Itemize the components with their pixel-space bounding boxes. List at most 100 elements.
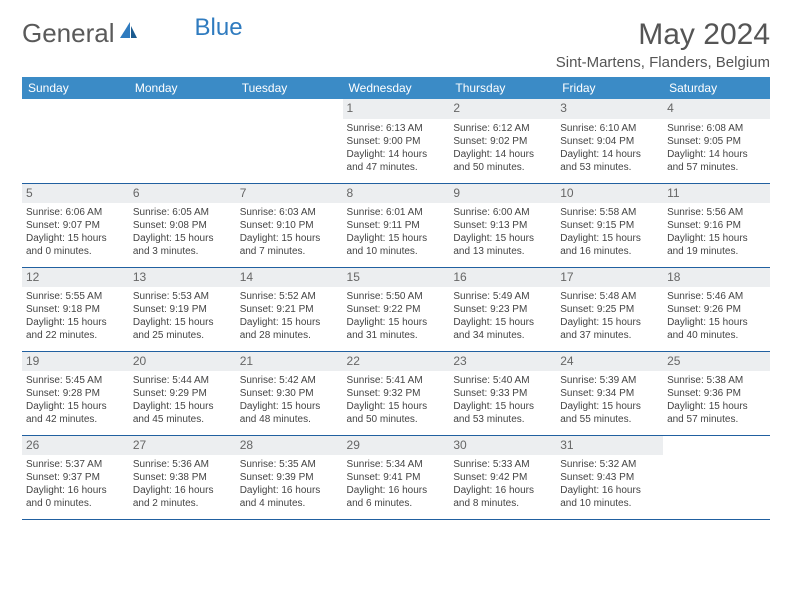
day-number: 24	[556, 352, 663, 372]
calendar-cell: 12Sunrise: 5:55 AMSunset: 9:18 PMDayligh…	[22, 267, 129, 351]
sunrise-text: Sunrise: 5:39 AM	[560, 374, 659, 387]
sunset-text: Sunset: 9:38 PM	[133, 471, 232, 484]
daylight-text: Daylight: 14 hours and 47 minutes.	[347, 148, 446, 174]
calendar-cell: 23Sunrise: 5:40 AMSunset: 9:33 PMDayligh…	[449, 351, 556, 435]
page-header: General Blue May 2024 Sint-Martens, Flan…	[22, 18, 770, 71]
sunset-text: Sunset: 9:02 PM	[453, 135, 552, 148]
calendar-cell: 20Sunrise: 5:44 AMSunset: 9:29 PMDayligh…	[129, 351, 236, 435]
sunrise-text: Sunrise: 6:01 AM	[347, 206, 446, 219]
calendar-cell: 26Sunrise: 5:37 AMSunset: 9:37 PMDayligh…	[22, 435, 129, 519]
daylight-text: Daylight: 15 hours and 10 minutes.	[347, 232, 446, 258]
daylight-text: Daylight: 14 hours and 53 minutes.	[560, 148, 659, 174]
sunrise-text: Sunrise: 6:08 AM	[667, 122, 766, 135]
day-number: 2	[449, 99, 556, 119]
calendar-cell: 25Sunrise: 5:38 AMSunset: 9:36 PMDayligh…	[663, 351, 770, 435]
daylight-text: Daylight: 15 hours and 19 minutes.	[667, 232, 766, 258]
sunrise-text: Sunrise: 5:46 AM	[667, 290, 766, 303]
day-number: 12	[22, 268, 129, 288]
calendar-cell: 1Sunrise: 6:13 AMSunset: 9:00 PMDaylight…	[343, 99, 450, 183]
day-number: 7	[236, 184, 343, 204]
daylight-text: Daylight: 16 hours and 6 minutes.	[347, 484, 446, 510]
sunrise-text: Sunrise: 5:56 AM	[667, 206, 766, 219]
daylight-text: Daylight: 15 hours and 42 minutes.	[26, 400, 125, 426]
calendar-cell: 29Sunrise: 5:34 AMSunset: 9:41 PMDayligh…	[343, 435, 450, 519]
calendar-cell: 17Sunrise: 5:48 AMSunset: 9:25 PMDayligh…	[556, 267, 663, 351]
daylight-text: Daylight: 15 hours and 28 minutes.	[240, 316, 339, 342]
day-number: 22	[343, 352, 450, 372]
calendar-cell: 11Sunrise: 5:56 AMSunset: 9:16 PMDayligh…	[663, 183, 770, 267]
logo: General Blue	[22, 18, 243, 49]
day-number: 3	[556, 99, 663, 119]
day-number: 31	[556, 436, 663, 456]
day-number: 25	[663, 352, 770, 372]
weekday-header: Tuesday	[236, 77, 343, 99]
daylight-text: Daylight: 15 hours and 31 minutes.	[347, 316, 446, 342]
sunrise-text: Sunrise: 5:52 AM	[240, 290, 339, 303]
sunset-text: Sunset: 9:36 PM	[667, 387, 766, 400]
sunset-text: Sunset: 9:11 PM	[347, 219, 446, 232]
sunset-text: Sunset: 9:41 PM	[347, 471, 446, 484]
sunset-text: Sunset: 9:34 PM	[560, 387, 659, 400]
calendar-cell: 13Sunrise: 5:53 AMSunset: 9:19 PMDayligh…	[129, 267, 236, 351]
sunset-text: Sunset: 9:13 PM	[453, 219, 552, 232]
daylight-text: Daylight: 15 hours and 13 minutes.	[453, 232, 552, 258]
daylight-text: Daylight: 15 hours and 48 minutes.	[240, 400, 339, 426]
daylight-text: Daylight: 15 hours and 45 minutes.	[133, 400, 232, 426]
calendar-cell: 3Sunrise: 6:10 AMSunset: 9:04 PMDaylight…	[556, 99, 663, 183]
sunrise-text: Sunrise: 5:50 AM	[347, 290, 446, 303]
calendar-table: Sunday Monday Tuesday Wednesday Thursday…	[22, 77, 770, 520]
calendar-cell: 16Sunrise: 5:49 AMSunset: 9:23 PMDayligh…	[449, 267, 556, 351]
daylight-text: Daylight: 15 hours and 55 minutes.	[560, 400, 659, 426]
daylight-text: Daylight: 15 hours and 0 minutes.	[26, 232, 125, 258]
calendar-cell: 15 Sunrise: 5:50 AMSunset: 9:22 PMDayligh…	[343, 267, 450, 351]
calendar-cell: 7Sunrise: 6:03 AMSunset: 9:10 PMDaylight…	[236, 183, 343, 267]
calendar-cell	[129, 99, 236, 183]
day-number: 26	[22, 436, 129, 456]
sunrise-text: Sunrise: 5:35 AM	[240, 458, 339, 471]
calendar-cell: 2Sunrise: 6:12 AMSunset: 9:02 PMDaylight…	[449, 99, 556, 183]
weekday-header: Saturday	[663, 77, 770, 99]
sunset-text: Sunset: 9:10 PM	[240, 219, 339, 232]
sunset-text: Sunset: 9:39 PM	[240, 471, 339, 484]
sunset-text: Sunset: 9:42 PM	[453, 471, 552, 484]
calendar-cell: 8Sunrise: 6:01 AMSunset: 9:11 PMDaylight…	[343, 183, 450, 267]
sunrise-text: Sunrise: 5:53 AM	[133, 290, 232, 303]
calendar-week-row: 5Sunrise: 6:06 AMSunset: 9:07 PMDaylight…	[22, 183, 770, 267]
calendar-week-row: 12Sunrise: 5:55 AMSunset: 9:18 PMDayligh…	[22, 267, 770, 351]
sunrise-text: Sunrise: 5:34 AM	[347, 458, 446, 471]
daylight-text: Daylight: 15 hours and 7 minutes.	[240, 232, 339, 258]
weekday-header-row: Sunday Monday Tuesday Wednesday Thursday…	[22, 77, 770, 99]
sunset-text: Sunset: 9:23 PM	[453, 303, 552, 316]
daylight-text: Daylight: 16 hours and 2 minutes.	[133, 484, 232, 510]
title-block: May 2024 Sint-Martens, Flanders, Belgium	[556, 18, 770, 71]
sunset-text: Sunset: 9:05 PM	[667, 135, 766, 148]
day-number: 23	[449, 352, 556, 372]
day-number: 14	[236, 268, 343, 288]
calendar-week-row: 19Sunrise: 5:45 AMSunset: 9:28 PMDayligh…	[22, 351, 770, 435]
daylight-text: Daylight: 16 hours and 8 minutes.	[453, 484, 552, 510]
calendar-cell: 14Sunrise: 5:52 AMSunset: 9:21 PMDayligh…	[236, 267, 343, 351]
sunrise-text: Sunrise: 5:33 AM	[453, 458, 552, 471]
sunset-text: Sunset: 9:19 PM	[133, 303, 232, 316]
day-number: 4	[663, 99, 770, 119]
calendar-cell: 22Sunrise: 5:41 AMSunset: 9:32 PMDayligh…	[343, 351, 450, 435]
sunset-text: Sunset: 9:07 PM	[26, 219, 125, 232]
weekday-header: Wednesday	[343, 77, 450, 99]
daylight-text: Daylight: 15 hours and 37 minutes.	[560, 316, 659, 342]
sunset-text: Sunset: 9:22 PM	[347, 303, 446, 316]
calendar-cell: 6Sunrise: 6:05 AMSunset: 9:08 PMDaylight…	[129, 183, 236, 267]
day-number: 18	[663, 268, 770, 288]
sunrise-text: Sunrise: 5:48 AM	[560, 290, 659, 303]
sunrise-text: Sunrise: 5:45 AM	[26, 374, 125, 387]
day-number: 15	[343, 268, 450, 288]
day-number: 21	[236, 352, 343, 372]
day-number: 19	[22, 352, 129, 372]
sunrise-text: Sunrise: 6:12 AM	[453, 122, 552, 135]
location-label: Sint-Martens, Flanders, Belgium	[556, 54, 770, 71]
weekday-header: Thursday	[449, 77, 556, 99]
daylight-text: Daylight: 14 hours and 57 minutes.	[667, 148, 766, 174]
sunrise-text: Sunrise: 6:06 AM	[26, 206, 125, 219]
calendar-cell	[236, 99, 343, 183]
daylight-text: Daylight: 16 hours and 10 minutes.	[560, 484, 659, 510]
calendar-week-row: 1Sunrise: 6:13 AMSunset: 9:00 PMDaylight…	[22, 99, 770, 183]
